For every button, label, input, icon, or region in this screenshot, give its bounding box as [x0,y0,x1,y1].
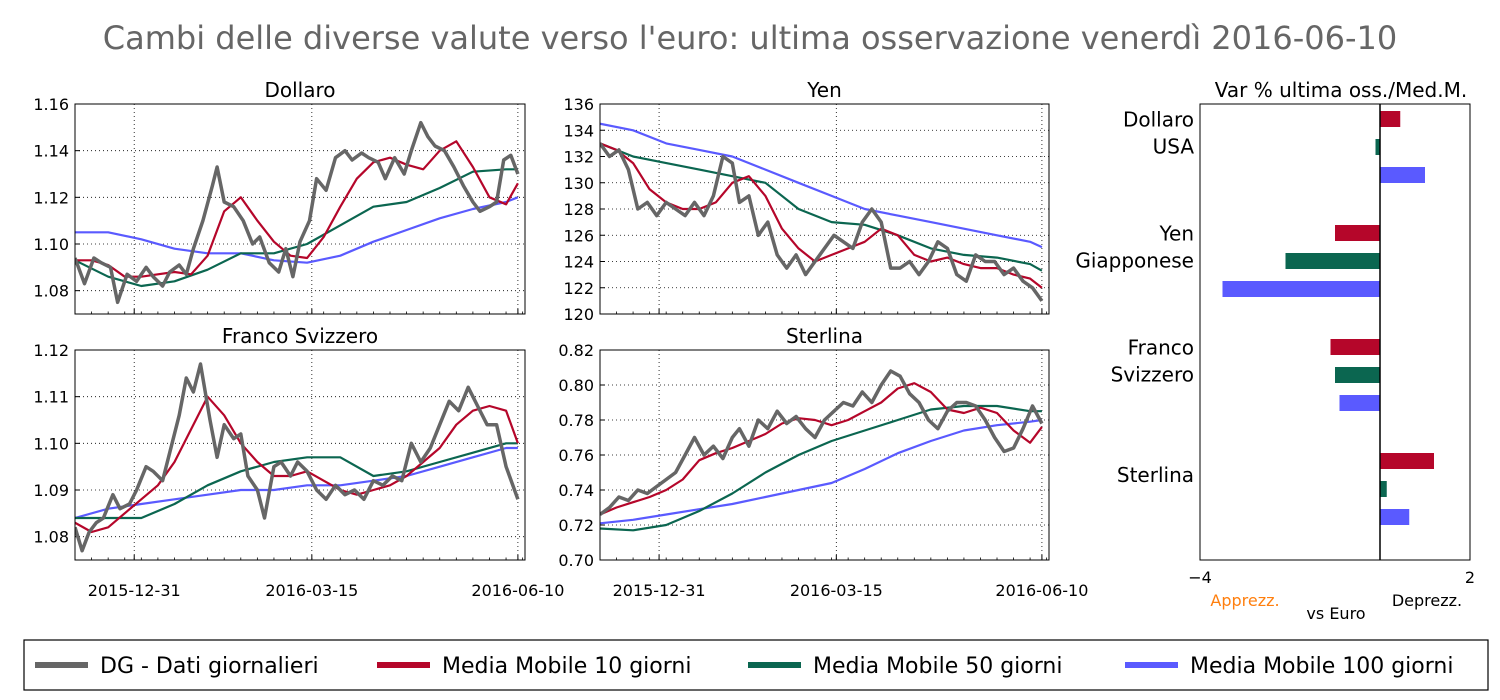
category-label: Franco [1128,336,1194,360]
y-tick-label: 130 [563,174,594,193]
bar-panel: Var % ultima oss./Med.M. Dollaro USA Yen Gia… [1075,78,1475,623]
y-tick-label: 1.14 [33,142,69,161]
y-tick-label: 1.10 [33,235,69,254]
panel-title: Franco Svizzero [222,324,378,348]
y-tick-label: 0.72 [558,516,594,535]
category-label: Dollaro [1123,108,1194,132]
series-line [600,122,1043,249]
line-panel: Sterlina 2015-12-31 2016-03-15 2016-06-10 0.… [558,324,1088,600]
legend-label: DG - Dati giornalieri [100,654,319,679]
bar [1380,453,1434,469]
y-tick-label: 1.09 [33,481,69,500]
x-tick-label: 2015-12-31 [88,581,181,600]
series-line [75,442,518,520]
series-line [75,196,519,264]
y-tick-label: 126 [563,226,594,245]
series-line [600,369,1044,516]
category-label: Giapponese [1075,249,1194,273]
series-line [75,140,519,278]
line-panel: Dollaro 1.08 1.10 1.12 1.14 1.16 [33,78,526,315]
y-tick-label: 132 [563,148,594,167]
series-line [600,142,1043,272]
bar [1375,139,1380,155]
x-tick-label: 2015-12-31 [613,581,706,600]
series-line [75,395,519,534]
plot-frame [1199,103,1471,561]
panel-title: Var % ultima oss./Med.M. [1215,78,1467,102]
y-tick-label: 0.80 [558,376,594,395]
y-tick-label: 0.76 [558,446,594,465]
legend: DG - Dati giornalieri Media Mobile 10 gio… [23,639,1489,691]
y-tick-label: 0.78 [558,411,594,430]
bar [1335,225,1380,241]
y-tick-label: 0.74 [558,481,594,500]
y-tick-label: 1.08 [33,528,69,547]
panel-title: Sterlina [786,324,863,348]
plot-frame [599,349,1050,561]
category-label: USA [1153,135,1195,159]
series-line [75,446,518,520]
y-tick-label: 134 [563,121,594,140]
bar [1380,111,1401,127]
plot-frame [74,349,526,561]
series-line [600,418,1043,525]
category-label: Svizzero [1111,363,1194,387]
y-tick-label: 122 [563,279,594,298]
y-tick-label: 1.12 [33,341,69,360]
series-line [600,404,1042,532]
category-label: Yen [1158,222,1194,246]
x-tick-label: 2016-06-10 [471,581,564,600]
series-line [600,382,1043,516]
bar [1222,281,1380,297]
y-tick-label: 1.10 [33,434,69,453]
plot-frame [599,103,1050,315]
legend-label: Media Mobile 100 giorni [1190,654,1453,679]
bar [1380,481,1387,497]
bar [1330,339,1380,355]
series-line [75,168,518,288]
y-tick-label: 120 [563,305,594,324]
x-tick-label: −4 [1188,568,1212,587]
panels: Dollaro 1.08 1.10 1.12 1.14 1.16 Yen 120 122 124 1… [33,78,1475,623]
series-line [75,362,520,553]
bar [1380,509,1410,525]
bar [1339,395,1380,411]
y-tick-label: 136 [563,95,594,114]
x-tick-label: 2016-06-10 [995,581,1088,600]
legend-label: Media Mobile 50 giorni [813,654,1062,679]
x-tick-label: 2 [1465,568,1475,587]
category-label: Sterlina [1117,463,1194,487]
bar [1335,367,1380,383]
line-panel: Yen 120 122 124 126 128 130 132 134 136 [563,78,1050,324]
series-line [75,120,520,305]
figure-title: Cambi delle diverse valute verso l'euro:… [103,19,1397,57]
series-line [600,142,1043,289]
y-tick-label: 0.82 [558,341,594,360]
y-tick-label: 1.12 [33,188,69,207]
series-line [600,142,1044,302]
panel-title: Yen [806,78,842,102]
bar [1285,253,1380,269]
y-tick-label: 1.08 [33,282,69,301]
vs-euro-note: vs Euro [1306,604,1365,623]
line-panel: Franco Svizzero 2015-12-31 2016-03-15 2016-… [33,324,564,600]
bar [1380,167,1425,183]
y-tick-label: 0.70 [558,551,594,570]
legend-label: Media Mobile 10 giorni [442,654,691,679]
depreciation-note: Deprezz. [1392,591,1462,610]
panel-title: Dollaro [264,78,335,102]
x-tick-label: 2016-03-15 [790,581,883,600]
plot-frame [74,103,526,315]
appreciation-note: Apprezz. [1210,591,1279,610]
x-tick-label: 2016-03-15 [265,581,358,600]
y-tick-label: 1.16 [33,95,69,114]
y-tick-label: 1.11 [33,388,69,407]
y-tick-label: 128 [563,200,594,219]
y-tick-label: 124 [563,253,594,272]
